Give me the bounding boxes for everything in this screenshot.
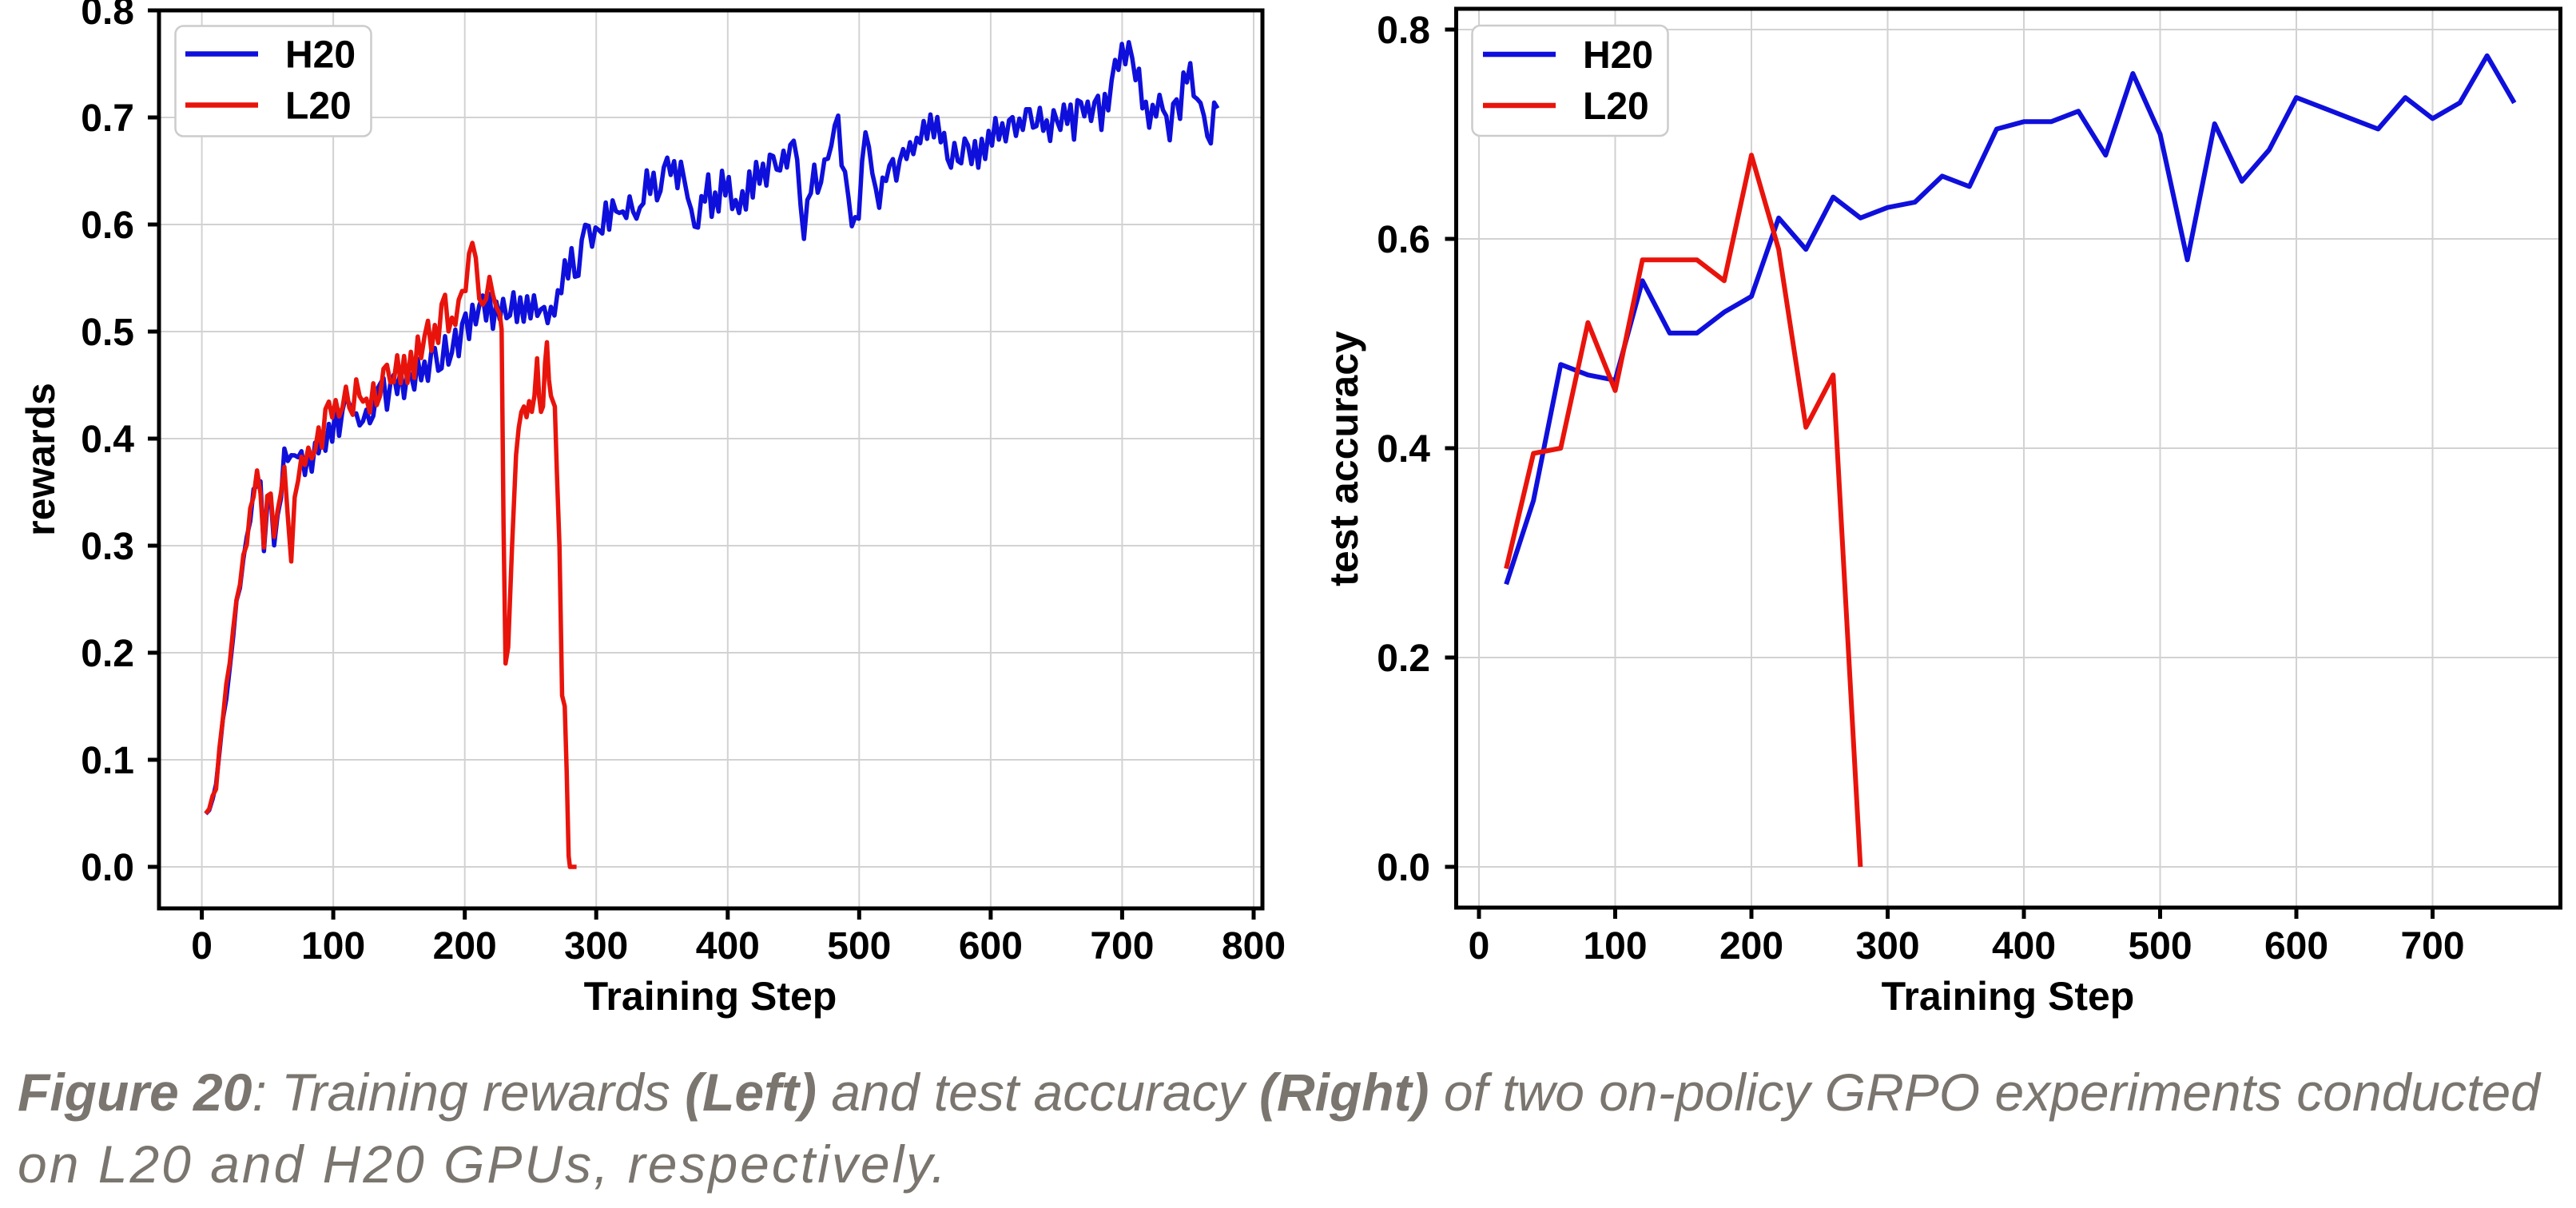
svg-text:100: 100 [301,925,365,968]
svg-text:0.1: 0.1 [81,740,134,782]
svg-text:Training Step: Training Step [584,974,837,1019]
svg-text:300: 300 [1855,925,1919,968]
svg-text:0.7: 0.7 [81,97,134,140]
svg-text:500: 500 [2128,925,2192,968]
svg-text:600: 600 [2264,925,2328,968]
svg-text:0.5: 0.5 [81,312,134,354]
svg-text:H20: H20 [285,34,356,77]
svg-text:400: 400 [696,925,760,968]
svg-text:0.0: 0.0 [1377,847,1430,889]
svg-text:0.4: 0.4 [81,419,134,461]
svg-text:0: 0 [1469,925,1490,968]
svg-text:test accuracy: test accuracy [1322,331,1366,586]
svg-text:0.4: 0.4 [1377,428,1430,471]
svg-text:200: 200 [1719,925,1783,968]
svg-text:800: 800 [1222,925,1286,968]
svg-text:500: 500 [827,925,891,968]
svg-text:0.6: 0.6 [1377,219,1430,261]
svg-text:H20: H20 [1583,34,1653,77]
svg-text:L20: L20 [285,85,352,128]
svg-text:200: 200 [433,925,497,968]
svg-text:Figure 20: Training rewards (L: Figure 20: Training rewards (Left) and t… [18,1063,2542,1122]
svg-text:0.3: 0.3 [81,526,134,568]
svg-text:0.6: 0.6 [81,205,134,247]
svg-text:Training Step: Training Step [1882,974,2135,1019]
svg-text:rewards: rewards [18,383,63,536]
svg-text:700: 700 [2400,925,2464,968]
svg-text:0.2: 0.2 [81,633,134,675]
svg-text:on L20 and H20 GPUs, respectiv: on L20 and H20 GPUs, respectively. [18,1134,948,1194]
svg-text:0.0: 0.0 [81,847,134,889]
svg-text:300: 300 [564,925,628,968]
svg-text:0.8: 0.8 [1377,10,1430,52]
svg-text:0.8: 0.8 [81,0,134,33]
svg-text:600: 600 [959,925,1023,968]
svg-text:0.2: 0.2 [1377,638,1430,680]
svg-text:700: 700 [1090,925,1154,968]
svg-text:L20: L20 [1583,85,1649,128]
svg-text:100: 100 [1583,925,1647,968]
svg-text:0: 0 [191,925,213,968]
svg-text:400: 400 [1992,925,2056,968]
